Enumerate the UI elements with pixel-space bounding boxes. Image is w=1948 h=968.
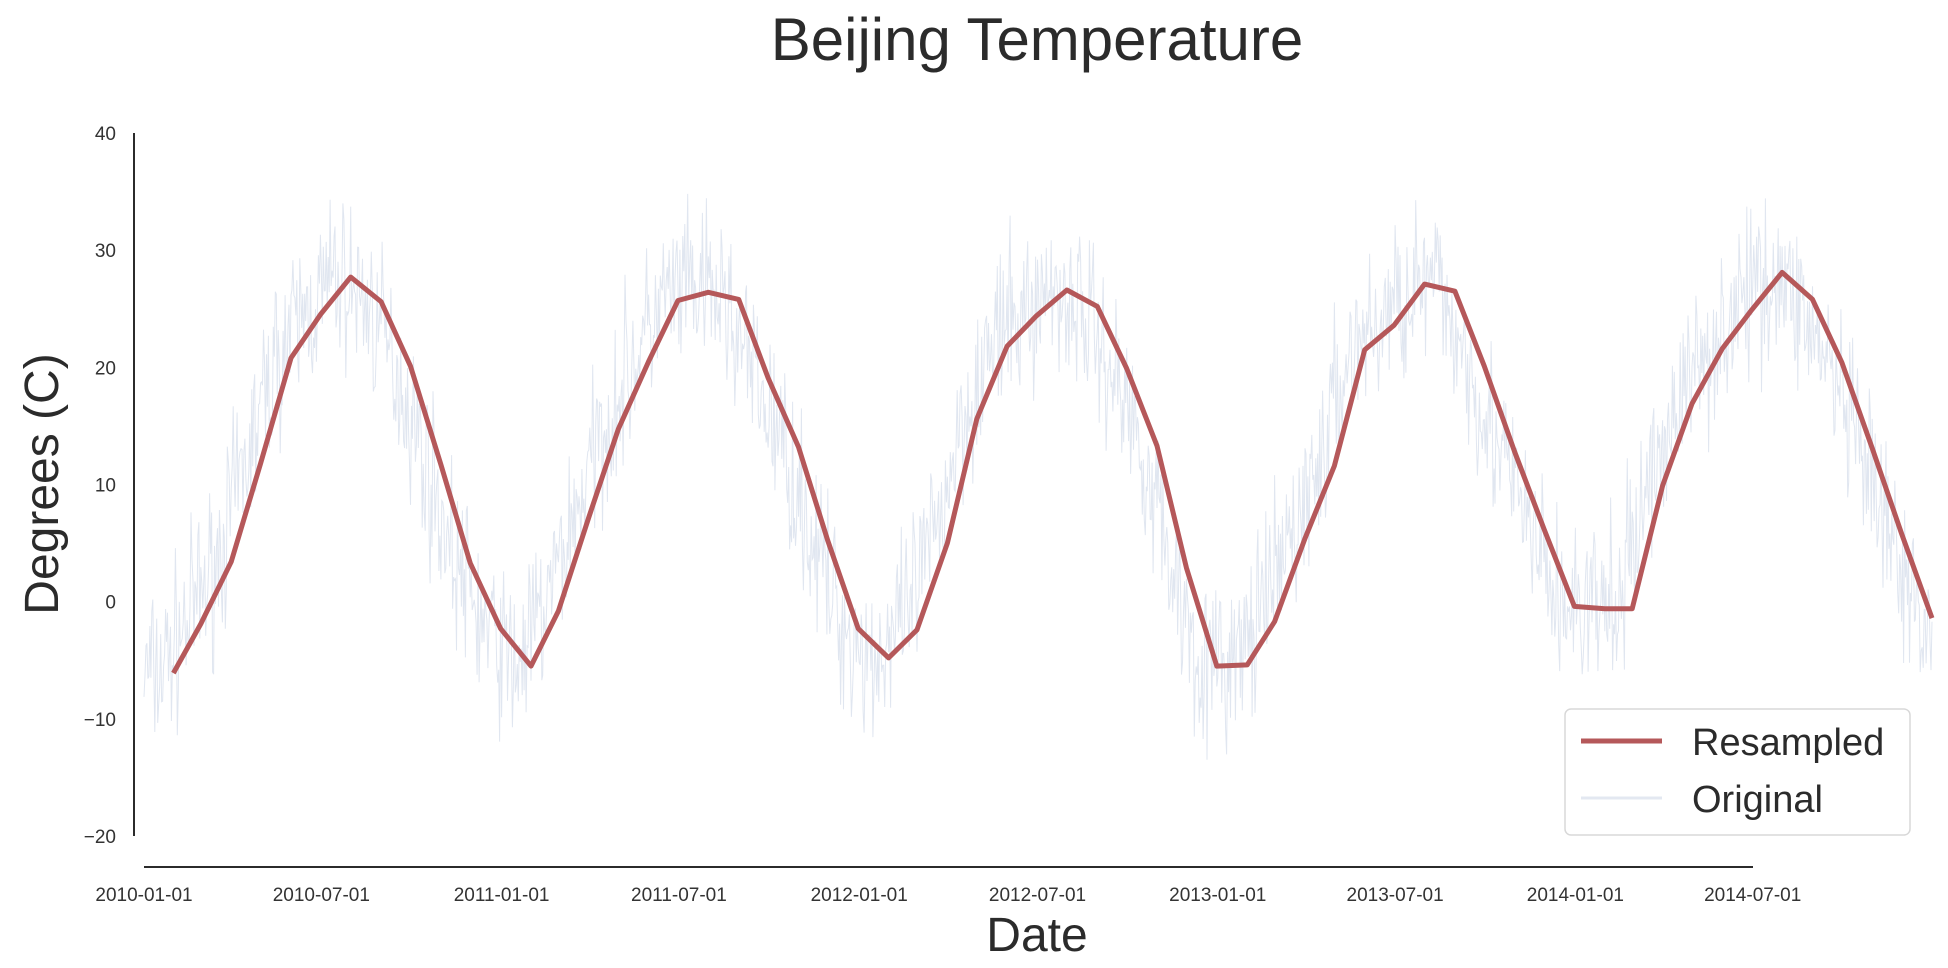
legend: Resampled Original: [1564, 708, 1911, 836]
y-tick-labels: −20 −10 0 10 20 30 40: [84, 124, 116, 848]
x-tick-label: 2011-07-01: [631, 885, 727, 906]
y-tick-label: 40: [95, 124, 116, 145]
y-tick-label: 20: [95, 358, 116, 379]
y-tick-label: 0: [105, 593, 116, 614]
chart-title: Beijing Temperature: [771, 6, 1304, 73]
x-tick-label: 2013-07-01: [1347, 885, 1444, 906]
y-tick-label: −10: [84, 710, 116, 731]
x-tick-label: 2010-01-01: [95, 885, 192, 906]
x-tick-label: 2013-01-01: [1169, 885, 1266, 906]
legend-label-original: Original: [1692, 779, 1823, 821]
series-original: [143, 193, 1933, 760]
legend-label-resampled: Resampled: [1692, 722, 1884, 764]
x-tick-label: 2011-01-01: [454, 885, 550, 906]
x-tick-labels: 2010-01-01 2010-07-01 2011-01-01 2011-07-01…: [95, 885, 1801, 906]
y-tick-label: 10: [95, 476, 116, 497]
y-tick-label: 30: [95, 241, 116, 262]
x-axis-label: Date: [986, 909, 1087, 962]
x-tick-label: 2014-01-01: [1527, 885, 1624, 906]
x-tick-label: 2010-07-01: [273, 885, 370, 906]
x-tick-label: 2012-07-01: [989, 885, 1086, 906]
series-line-original: [143, 193, 1933, 760]
y-tick-label: −20: [84, 827, 116, 848]
series-line-resampled: [171, 269, 1935, 675]
x-tick-label: 2014-07-01: [1704, 885, 1801, 906]
series-resampled: [171, 269, 1935, 675]
y-axis-label: Degrees (C): [16, 353, 69, 614]
x-tick-label: 2012-01-01: [811, 885, 908, 906]
